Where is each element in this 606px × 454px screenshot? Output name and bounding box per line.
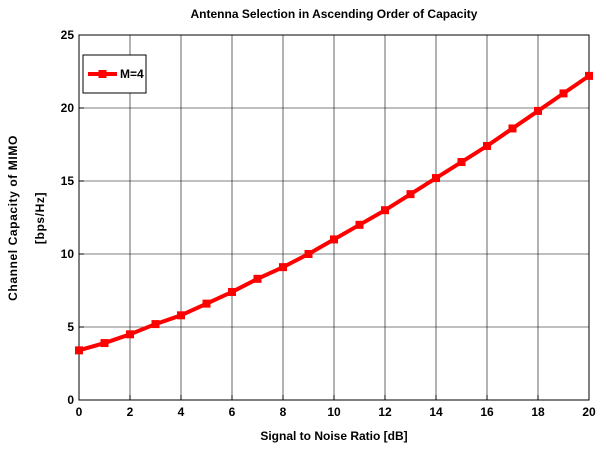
data-point-marker xyxy=(457,158,466,167)
data-point-marker xyxy=(253,274,262,283)
series-layer xyxy=(75,71,593,355)
data-point-marker xyxy=(534,106,542,115)
x-tick-label: 16 xyxy=(480,405,494,419)
x-tick-label: 4 xyxy=(178,405,185,419)
data-point-marker xyxy=(228,287,236,296)
data-point-marker xyxy=(381,206,389,215)
data-point-marker xyxy=(177,311,185,320)
x-tick-label: 14 xyxy=(429,405,443,419)
y-tick-label: 15 xyxy=(61,174,75,188)
y-tick-label: 5 xyxy=(67,320,74,334)
legend-marker-swatch xyxy=(98,70,107,78)
x-tick-label: 0 xyxy=(76,405,83,419)
data-point-marker xyxy=(100,339,109,348)
y-tick-label: 0 xyxy=(67,393,74,407)
x-axis-ticks: 0 2 4 6 8 10 12 14 16 18 20 xyxy=(76,395,596,419)
data-point-marker xyxy=(483,141,491,150)
x-tick-label: 8 xyxy=(280,405,287,419)
chart-title: Antenna Selection in Ascending Order of … xyxy=(191,7,478,21)
data-point-marker xyxy=(330,235,338,244)
data-point-marker xyxy=(406,190,415,199)
data-point-marker xyxy=(304,250,313,258)
y-axis-label-line2: [bps/Hz] xyxy=(33,192,47,244)
x-tick-label: 20 xyxy=(582,405,596,419)
data-point-marker xyxy=(202,299,211,308)
data-point-marker xyxy=(559,89,568,98)
y-tick-label: 10 xyxy=(61,247,75,261)
data-point-marker xyxy=(355,220,364,229)
legend: M=4 xyxy=(82,54,147,94)
x-axis-label: Signal to Noise Ratio [dB] xyxy=(260,429,407,443)
data-point-marker xyxy=(151,320,160,329)
data-point-marker xyxy=(75,346,83,355)
x-tick-label: 12 xyxy=(378,405,392,419)
y-tick-label: 20 xyxy=(61,101,75,115)
x-tick-label: 10 xyxy=(327,405,341,419)
x-tick-label: 2 xyxy=(127,405,134,419)
legend-label: M=4 xyxy=(120,67,144,81)
x-tick-label: 18 xyxy=(531,405,545,419)
y-axis-label-line1: Channel Capacity of MIMO xyxy=(6,135,20,301)
data-point-marker xyxy=(126,330,134,339)
x-tick-label: 6 xyxy=(229,405,236,419)
y-tick-label: 25 xyxy=(61,28,75,42)
y-axis-ticks: 0 5 10 15 20 25 xyxy=(61,28,84,407)
data-point-marker xyxy=(432,174,440,183)
data-point-marker xyxy=(585,71,593,80)
data-point-marker xyxy=(279,263,287,272)
data-point-marker xyxy=(508,124,517,133)
